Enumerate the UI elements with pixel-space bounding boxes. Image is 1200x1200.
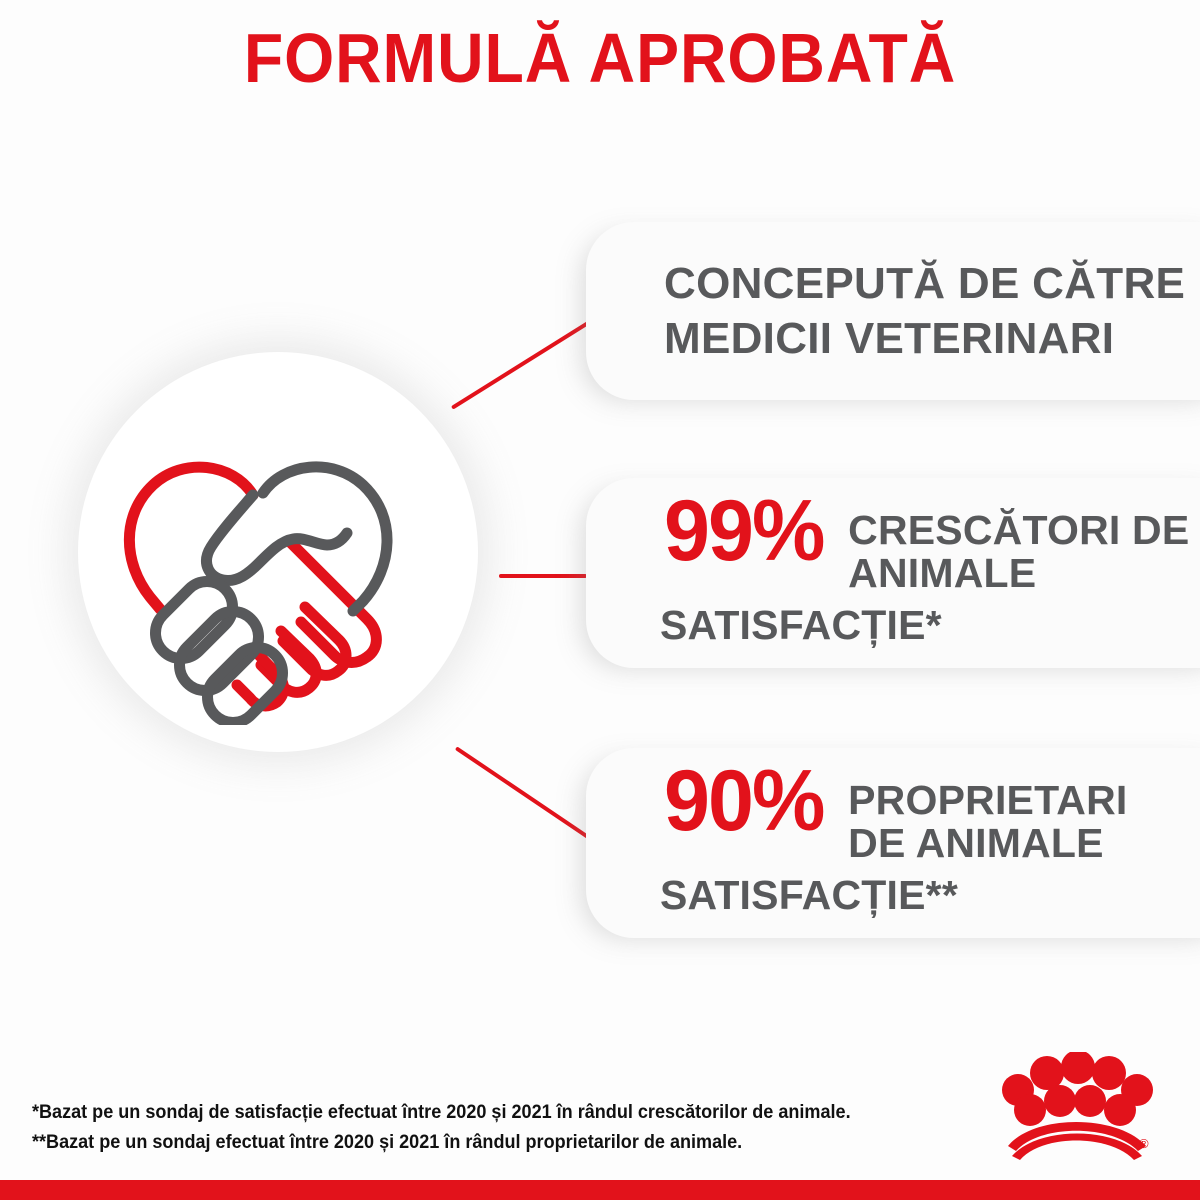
footnotes: *Bazat pe un sondaj de satisfacție efect… — [32, 1098, 851, 1158]
card-breeders-stat-row: 99% CRESCĂTORI DE ANIMALE — [664, 488, 1200, 597]
footnote-2: **Bazat pe un sondaj efectuat între 2020… — [32, 1132, 743, 1154]
card-owners-label: PROPRIETARI DE ANIMALE — [848, 777, 1128, 867]
card-breeders: 99% CRESCĂTORI DE ANIMALE SATISFACȚIE* — [586, 478, 1200, 668]
card-vets: CONCEPUTĂ DE CĂTRE MEDICII VETERINARI — [586, 222, 1200, 400]
footnote-1: *Bazat pe un sondaj de satisfacție efect… — [32, 1102, 851, 1123]
card-owners-percent: 90% — [664, 753, 825, 850]
royal-canin-crown-logo: ® — [1000, 1050, 1155, 1160]
card-breeders-label: CRESCĂTORI DE ANIMALE — [848, 507, 1190, 597]
card-owners: 90% PROPRIETARI DE ANIMALE SATISFACȚIE** — [586, 748, 1200, 938]
bottom-red-bar — [0, 1180, 1200, 1200]
card-vets-headline: CONCEPUTĂ DE CĂTRE MEDICII VETERINARI — [664, 258, 1186, 363]
connector-line-middle — [499, 574, 587, 578]
registered-mark: ® — [1139, 1136, 1149, 1151]
card-breeders-sublabel: SATISFACȚIE* — [660, 601, 942, 648]
card-owners-sublabel: SATISFACȚIE** — [660, 871, 958, 918]
connector-line-top — [450, 320, 591, 410]
handshake-heart-icon — [105, 435, 410, 728]
connector-line-bottom — [454, 746, 590, 840]
page-title: FORMULĂ APROBATĂ — [243, 19, 957, 97]
card-breeders-percent: 99% — [664, 483, 825, 580]
card-owners-stat-row: 90% PROPRIETARI DE ANIMALE — [664, 758, 1200, 867]
